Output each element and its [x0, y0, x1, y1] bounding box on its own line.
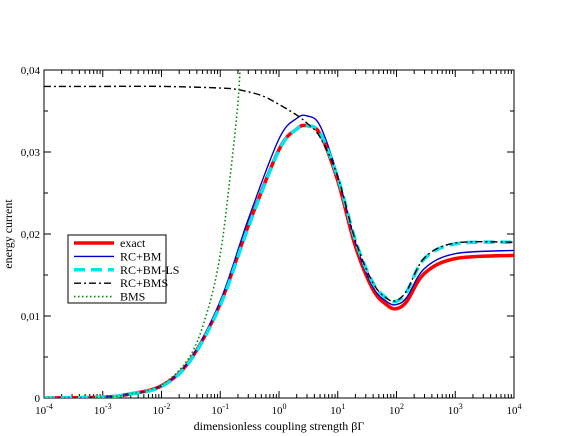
legend-label: RC+BM: [120, 249, 162, 263]
x-tick-label: 100: [272, 402, 287, 417]
x-tick-label: 104: [507, 402, 522, 417]
y-tick-label: 0,04: [21, 65, 41, 77]
ticks-layer: 10-4 10-3 10-2 10-1 100 101 102 103 104 0 0,01 0,02…: [21, 65, 522, 417]
legend-label: RC+BMS: [120, 276, 168, 290]
x-axis-label: dimensionless coupling strength βΓ: [194, 419, 365, 433]
y-tick-label: 0: [35, 393, 41, 405]
x-tick-label: 101: [330, 402, 345, 417]
x-tick-label: 102: [389, 402, 404, 417]
legend-label: exact: [120, 236, 146, 250]
y-axis-label: energy current: [1, 199, 15, 269]
x-tick-label: 10-2: [153, 402, 171, 417]
x-tick-label: 10-3: [94, 402, 112, 417]
y-tick-label: 0,02: [21, 229, 40, 241]
y-tick-label: 0,03: [21, 147, 41, 159]
y-tick-label: 0,01: [21, 311, 40, 323]
series-line-bms: [44, 70, 241, 398]
x-tick-label: 10-1: [211, 402, 229, 417]
x-tick-label: 103: [448, 402, 463, 417]
series-layer: [44, 70, 514, 398]
x-tick-label: 10-4: [35, 402, 53, 417]
legend-label: RC+BM-LS: [120, 263, 179, 277]
series-line-rc-bms: [44, 85, 514, 302]
legend-label: BMS: [120, 290, 145, 304]
plot-frame: [43, 69, 515, 399]
